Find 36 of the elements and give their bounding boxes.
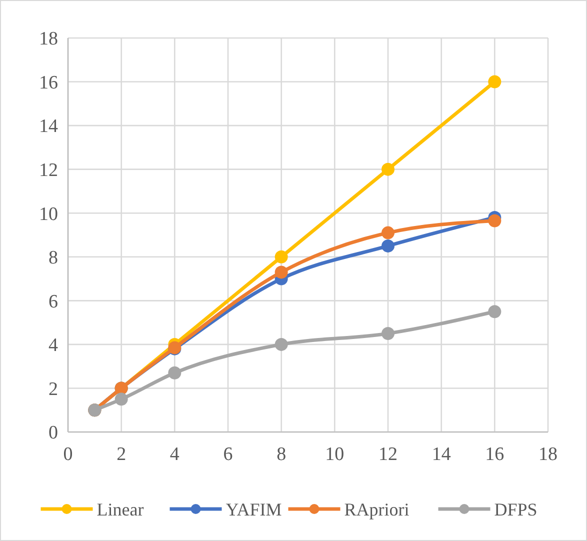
point: [488, 214, 502, 228]
y-tick-label: 6: [48, 291, 58, 312]
point: [274, 250, 288, 264]
point: [382, 226, 394, 240]
y-tick-label: 18: [39, 28, 58, 50]
x-tick-label: 6: [223, 444, 233, 465]
point: [382, 327, 394, 340]
x-tick-label: 14: [432, 444, 452, 465]
x-tick-label: 16: [485, 444, 504, 465]
point: [168, 366, 182, 380]
point: [488, 75, 502, 88]
y-tick-label: 16: [39, 72, 58, 94]
point: [382, 239, 394, 252]
point: [114, 392, 128, 406]
y-tick-label: 12: [39, 160, 58, 181]
point: [488, 305, 502, 318]
point: [274, 266, 288, 279]
legend-label: DFPS: [494, 499, 538, 520]
legend-label: RApriori: [344, 499, 410, 520]
point: [274, 338, 288, 351]
point: [382, 162, 394, 176]
y-tick-label: 2: [48, 378, 58, 400]
y-tick-label: 14: [39, 116, 58, 138]
x-tick-label: 18: [538, 444, 558, 465]
legend-label: Linear: [96, 499, 144, 520]
x-tick-label: 0: [63, 444, 73, 465]
y-tick-label: 8: [48, 248, 58, 269]
y-tick-label: 10: [39, 204, 58, 225]
legend-label: YAFIM: [226, 499, 282, 520]
x-tick-label: 12: [378, 444, 398, 465]
y-tick-label: 4: [48, 335, 58, 356]
x-tick-label: 4: [170, 444, 180, 465]
x-tick-label: 10: [325, 444, 344, 465]
x-tick-label: 2: [116, 444, 126, 465]
x-tick-label: 8: [276, 444, 286, 465]
y-tick-label: 0: [48, 422, 58, 444]
